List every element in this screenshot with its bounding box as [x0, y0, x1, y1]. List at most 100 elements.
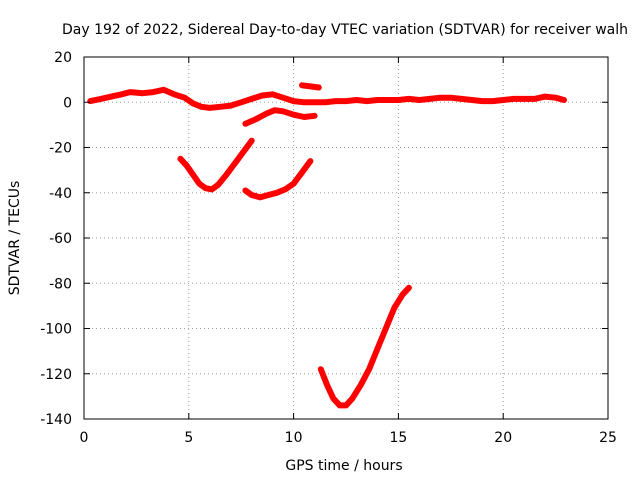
data-point [406, 285, 412, 291]
data-point [458, 96, 464, 102]
series-layer [87, 82, 567, 409]
data-point [500, 97, 506, 103]
data-point [207, 105, 213, 111]
y-tick-label: -100 [40, 322, 72, 338]
data-point [427, 96, 433, 102]
data-point [209, 186, 215, 192]
data-point [280, 95, 286, 101]
data-point [395, 97, 401, 103]
data-point [332, 98, 339, 104]
data-point [374, 346, 381, 352]
data-point [366, 366, 372, 372]
y-tick-label: -40 [49, 186, 72, 202]
data-point [307, 83, 313, 90]
data-point [349, 396, 355, 402]
data-point [299, 169, 305, 175]
data-point [184, 163, 190, 169]
data-point [150, 89, 156, 95]
data-point [249, 96, 255, 102]
y-tick-label: -20 [49, 141, 72, 157]
data-point [253, 116, 259, 122]
data-point [161, 87, 167, 93]
data-point [311, 113, 318, 119]
data-point [198, 104, 204, 110]
data-point [383, 325, 389, 332]
y-tick-label: -140 [40, 412, 72, 428]
data-point [87, 98, 93, 104]
data-point [265, 192, 272, 198]
data-point [108, 93, 114, 100]
data-point [322, 99, 328, 105]
y-tick-label: 0 [63, 95, 72, 111]
data-point [291, 98, 297, 104]
data-point [448, 95, 454, 101]
data-point [301, 99, 307, 105]
data-point [437, 95, 443, 101]
data-point [399, 291, 406, 298]
data-point [280, 108, 286, 114]
data-point [343, 402, 349, 409]
data-point [316, 84, 322, 91]
data-point [228, 103, 234, 109]
data-point [511, 96, 517, 102]
data-point [532, 96, 538, 102]
data-point [171, 91, 177, 97]
data-point [479, 98, 485, 104]
data-point [343, 98, 349, 104]
data-point [190, 172, 196, 178]
data-point [242, 187, 248, 194]
data-point [263, 110, 269, 117]
chart-title: Day 192 of 2022, Sidereal Day-to-day VTE… [62, 22, 628, 38]
x-tick-label: 25 [599, 430, 617, 446]
data-point [291, 112, 297, 118]
y-tick-label: -120 [40, 367, 72, 383]
data-point [337, 402, 343, 409]
data-point [240, 149, 246, 155]
data-point [270, 91, 276, 97]
data-point [238, 99, 244, 105]
y-tick-label: 20 [54, 50, 72, 66]
data-point [311, 99, 318, 105]
data-point [242, 121, 248, 127]
data-point [330, 396, 337, 402]
data-point [391, 305, 397, 311]
data-point [140, 90, 146, 96]
tick-labels: 0 5 10 15 20 25 -140 -120 -100 -80 -60 -40 -20 0 20 [40, 50, 617, 446]
grid [84, 57, 608, 419]
data-point [257, 194, 263, 200]
data-point [274, 190, 280, 196]
data-point [490, 98, 496, 104]
data-point [127, 89, 133, 95]
data-point [215, 182, 221, 188]
data-point [307, 158, 313, 164]
data-point [542, 93, 548, 100]
data-point [561, 97, 567, 103]
y-tick-label: -80 [49, 276, 72, 292]
data-point [232, 160, 238, 166]
data-point [416, 97, 422, 103]
data-point [249, 138, 255, 144]
data-point [259, 92, 265, 99]
data-point [374, 97, 381, 103]
x-tick-label: 5 [184, 430, 193, 446]
x-tick-label: 0 [80, 430, 89, 446]
data-point [291, 181, 297, 187]
data-point [406, 96, 412, 102]
data-point [358, 382, 364, 388]
data-point [272, 107, 278, 113]
data-point [299, 82, 305, 88]
data-point [202, 185, 209, 191]
data-point [553, 95, 559, 101]
data-point [521, 96, 527, 102]
x-tick-label: 10 [285, 430, 303, 446]
data-point [182, 95, 188, 101]
data-point [190, 100, 196, 106]
data-point [119, 91, 125, 97]
data-point [282, 186, 288, 192]
data-point [318, 366, 324, 372]
x-tick-label: 15 [389, 430, 407, 446]
data-point [98, 96, 104, 102]
y-tick-label: -60 [49, 231, 72, 247]
data-point [223, 172, 230, 178]
